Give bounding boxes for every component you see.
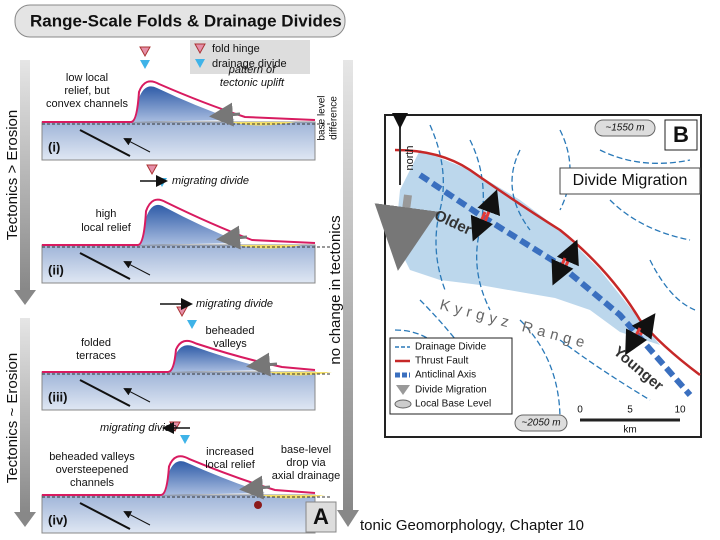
footer: tonic Geomorphology, Chapter 10: [360, 517, 584, 534]
side-label: no change in tectonics: [327, 215, 344, 364]
panel-label: B: [673, 122, 689, 147]
side-label: Tectonics ~ Erosion: [4, 353, 21, 483]
hill: [130, 86, 235, 122]
legend-label: fold hinge: [212, 43, 260, 55]
note: increased: [206, 446, 254, 458]
north-label: north: [404, 145, 416, 170]
scale-tick: 0: [577, 405, 583, 416]
note: oversteepened: [56, 464, 129, 476]
side-arrow: [20, 318, 30, 513]
divide-icon: [140, 60, 150, 69]
note: migrating divide: [196, 298, 273, 310]
stage-label: (ii): [48, 262, 64, 277]
elevation-label: ~2050 m: [521, 418, 560, 429]
note: local relief: [205, 459, 255, 471]
migration-arrows: [470, 189, 656, 356]
fault: [79, 502, 131, 530]
side-arrow: [337, 510, 359, 527]
note: migrating divide: [172, 175, 249, 187]
note: convex channels: [46, 98, 128, 110]
scale-tick: 5: [627, 405, 633, 416]
legend-icon: [194, 43, 206, 55]
note: base level: [317, 95, 328, 140]
divide-icon: [180, 435, 190, 444]
divide-migration-arrow: [374, 194, 439, 271]
map-title: Divide Migration: [573, 172, 688, 189]
note: folded: [81, 337, 111, 349]
map-legend-icons: [394, 346, 412, 409]
note: relief, but: [64, 85, 109, 97]
divide-icon: [157, 178, 167, 187]
title: Range-Scale Folds & Drainage Divides: [30, 11, 342, 30]
map-legend-label: Anticlinal Axis: [415, 370, 476, 381]
legend-box: [190, 40, 310, 74]
side-arrow: [343, 60, 353, 510]
side-arrow: [14, 512, 36, 527]
fold-hinge-icon: [146, 164, 158, 176]
axial-drainage: [254, 501, 262, 509]
ground: [41, 244, 316, 284]
note: channels: [70, 477, 115, 489]
note: axial drainage: [272, 470, 341, 482]
stage-label: (iv): [48, 512, 68, 527]
note: terraces: [76, 350, 116, 362]
side-arrow: [14, 290, 36, 305]
map-title-box: [559, 167, 701, 195]
panel-label-box: [305, 501, 337, 533]
stages: (i) (ii) (iii) (iv): [41, 46, 332, 534]
panel-label-box: [664, 119, 698, 151]
hill: [160, 461, 265, 495]
side-label: Tectonics > Erosion: [4, 110, 21, 240]
elevation-box: [514, 414, 568, 432]
map-legend-label: Local Base Level: [415, 399, 491, 410]
legend-icon: [195, 59, 205, 68]
slip-arrow: [123, 138, 151, 153]
hill: [167, 345, 272, 372]
slip-arrow: [123, 511, 151, 526]
note: tectonic uplift: [220, 77, 285, 89]
note: valleys: [213, 338, 247, 350]
note: beheaded: [206, 325, 255, 337]
slip-arrow: [123, 261, 151, 276]
map-legend-label: Thrust Fault: [415, 356, 469, 367]
stage-label: (iii): [48, 389, 68, 404]
map-legend-box: [389, 337, 513, 415]
note: drop via: [286, 457, 326, 469]
gray-arrow: [239, 475, 271, 500]
scale-tick: 10: [674, 405, 686, 416]
elevation-label: ~1550 m: [605, 123, 644, 134]
note: pattern of: [228, 64, 276, 76]
fault: [79, 252, 131, 280]
legend-label: drainage divide: [212, 58, 287, 70]
fault: [79, 379, 131, 407]
note: low local: [66, 72, 108, 84]
gray-arrow: [216, 225, 248, 250]
note: high: [96, 208, 117, 220]
map-legend-label: Drainage Divide: [415, 342, 487, 353]
ground: [41, 494, 316, 534]
fold-hinge-icon: [176, 306, 188, 318]
fold-hinge-icon: [139, 46, 151, 58]
note: local relief: [81, 222, 131, 234]
side-arrow: [20, 60, 30, 290]
scale-unit: km: [623, 425, 636, 436]
hill: [137, 204, 242, 245]
note: base-level: [281, 444, 331, 456]
stage-label: (i): [48, 139, 60, 154]
divide-icon: [187, 320, 197, 329]
fault: [79, 129, 131, 157]
map-legend-label: Divide Migration: [415, 385, 487, 396]
panel-label: A: [313, 504, 329, 529]
title-box: [14, 4, 346, 38]
ground: [41, 121, 316, 161]
gray-arrow: [246, 352, 278, 377]
ground: [41, 371, 316, 411]
note: migrating divide: [100, 422, 177, 434]
elevation-box: [594, 119, 656, 137]
slip-arrow: [123, 388, 151, 403]
note: difference: [329, 96, 340, 140]
note: beheaded valleys: [49, 451, 135, 463]
gray-arrow: [209, 102, 241, 127]
